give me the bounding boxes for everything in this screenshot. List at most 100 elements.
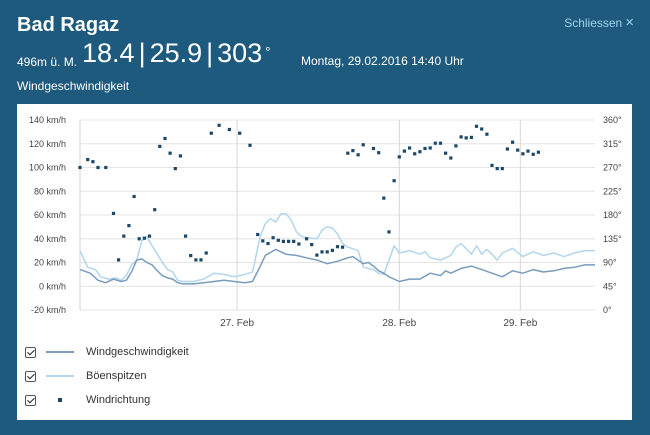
legend-item-windgeschwindigkeit[interactable]: Windgeschwindigkeit xyxy=(25,344,225,360)
y-tick-label: 100 km/h xyxy=(29,163,66,173)
direction-point xyxy=(418,150,422,154)
direction-point xyxy=(271,236,275,240)
legend-swatch-line xyxy=(46,351,74,353)
direction-point xyxy=(117,258,121,262)
y2-tick-label: 225° xyxy=(603,186,622,196)
y2-tick-label: 270° xyxy=(603,163,622,173)
y-tick-label: 120 km/h xyxy=(29,139,66,149)
wind-chart: -20 km/h 0 km/h 20 km/h 40 km/h 60 km/h 80 km… xyxy=(29,115,622,329)
legend-label: Windgeschwindigkeit xyxy=(86,346,189,358)
legend-item-boenspitzen[interactable]: Böenspitzen xyxy=(25,368,225,384)
x-tick-label: 28. Feb xyxy=(382,318,416,329)
direction-point xyxy=(147,234,152,238)
measurement-datetime: Montag, 29.02.2016 14:40 Uhr xyxy=(301,54,464,68)
close-button[interactable]: Schliessen × xyxy=(564,14,634,31)
direction-point xyxy=(413,152,417,156)
direction-point xyxy=(485,132,489,136)
close-label: Schliessen xyxy=(564,16,623,30)
direction-point xyxy=(480,127,484,131)
chart-panel: -20 km/h 0 km/h 20 km/h 40 km/h 60 km/h 80 km… xyxy=(17,104,632,420)
x-tick-label: 29. Feb xyxy=(503,318,537,329)
degree-symbol: ° xyxy=(265,44,271,59)
legend-checkbox[interactable] xyxy=(25,370,36,382)
direction-point xyxy=(346,151,350,155)
direction-point xyxy=(490,163,494,167)
direction-point xyxy=(516,148,520,152)
direction-point xyxy=(387,230,391,234)
direction-point xyxy=(330,248,334,252)
direction-point xyxy=(199,258,203,262)
reading-gust: 25.9 xyxy=(149,38,203,68)
y2-tick-label: 135° xyxy=(603,234,622,244)
direction-point xyxy=(351,149,355,153)
direction-point xyxy=(382,196,386,200)
direction-point xyxy=(292,239,296,243)
direction-point xyxy=(377,151,381,155)
direction-point xyxy=(438,141,443,145)
direction-point xyxy=(204,251,208,255)
direction-point xyxy=(194,258,198,262)
direction-point xyxy=(227,127,231,132)
direction-point xyxy=(335,245,340,249)
direction-point xyxy=(238,131,242,135)
direction-point xyxy=(449,156,453,160)
direction-point xyxy=(392,179,396,183)
section-title: Windgeschwindigkeit xyxy=(17,79,130,93)
direction-point xyxy=(142,236,146,240)
y2-tick-label: 0° xyxy=(603,305,612,315)
direction-point xyxy=(310,243,314,247)
direction-point xyxy=(209,131,213,135)
reading-separator: | xyxy=(206,38,214,68)
direction-point xyxy=(168,151,172,155)
current-readings: 18.4 | 25.9 | 303 ° xyxy=(82,38,270,69)
direction-point xyxy=(217,123,221,127)
legend-swatch-line xyxy=(46,375,74,377)
direction-point xyxy=(266,241,270,246)
reading-direction: 303 xyxy=(217,38,263,68)
direction-point xyxy=(91,160,95,164)
direction-point xyxy=(248,143,252,147)
direction-point xyxy=(184,234,188,238)
direction-point xyxy=(111,211,116,215)
direction-point xyxy=(500,167,504,171)
direction-point xyxy=(315,253,319,257)
station-name: Bad Ragaz xyxy=(17,14,120,36)
direction-point xyxy=(137,237,141,241)
direction-point xyxy=(287,239,291,243)
direction-point xyxy=(325,250,329,254)
y-tick-label: 20 km/h xyxy=(34,258,66,268)
direction-point xyxy=(444,151,448,155)
direction-point xyxy=(433,141,437,145)
series-line-windgeschwindigkeit xyxy=(79,248,595,285)
direction-point xyxy=(356,153,360,157)
direction-point xyxy=(469,135,473,139)
direction-point xyxy=(408,146,412,150)
direction-point xyxy=(281,239,285,243)
direction-point xyxy=(256,232,260,237)
direction-point xyxy=(397,155,401,159)
direction-point xyxy=(132,194,136,199)
direction-point xyxy=(261,239,265,243)
direction-point xyxy=(341,245,345,249)
direction-point xyxy=(474,124,479,128)
x-tick-label: 27. Feb xyxy=(220,318,254,329)
direction-point xyxy=(505,147,509,151)
close-icon: × xyxy=(625,14,634,31)
y2-tick-label: 90° xyxy=(603,258,617,268)
direction-point xyxy=(276,238,280,242)
direction-point xyxy=(531,152,535,156)
legend-item-windrichtung[interactable]: Windrichtung xyxy=(25,392,225,408)
legend-checkbox[interactable] xyxy=(25,394,36,406)
direction-point xyxy=(297,242,301,246)
direction-point xyxy=(163,136,167,141)
direction-point xyxy=(495,167,499,171)
y2-tick-label: 45° xyxy=(603,281,617,291)
direction-point xyxy=(371,146,376,151)
legend-swatch-dot xyxy=(46,395,74,405)
direction-point xyxy=(173,167,177,171)
direction-point xyxy=(454,144,458,148)
direction-point xyxy=(158,144,162,148)
y-tick-label: 80 km/h xyxy=(34,186,66,196)
legend-checkbox[interactable] xyxy=(25,346,36,358)
direction-point xyxy=(423,146,427,151)
